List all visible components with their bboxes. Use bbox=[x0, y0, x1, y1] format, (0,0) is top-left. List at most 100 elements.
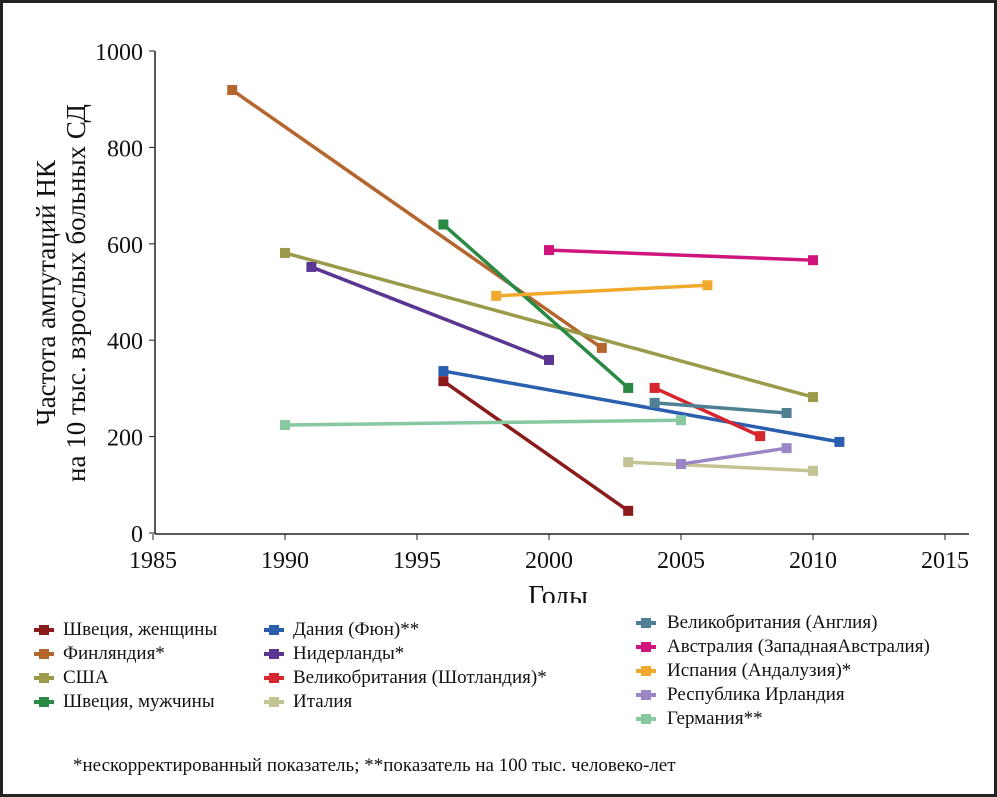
series-8 bbox=[649, 397, 792, 418]
y-tick-label: 600 bbox=[107, 233, 143, 259]
series-0 bbox=[438, 376, 634, 516]
data-point bbox=[781, 407, 792, 418]
series-line bbox=[654, 401, 787, 415]
legend-marker-icon bbox=[636, 618, 656, 628]
legend-item: Швеция, женщины bbox=[33, 618, 217, 642]
data-point bbox=[544, 245, 554, 256]
legend-marker-icon bbox=[636, 642, 656, 652]
x-tick-label: 1985 bbox=[129, 548, 177, 574]
legend-label: Швеция, мужчины bbox=[63, 691, 215, 712]
x-tick-label: 1990 bbox=[261, 548, 309, 574]
series-2 bbox=[280, 247, 818, 403]
legend-marker-icon bbox=[34, 673, 54, 683]
y-axis-label-line1: Частота ампутаций НК bbox=[31, 159, 61, 426]
data-point bbox=[280, 247, 290, 258]
data-point bbox=[227, 85, 238, 96]
y-tick-label: 1000 bbox=[95, 40, 143, 66]
legend-item: Германия** bbox=[633, 707, 930, 731]
series-4 bbox=[438, 366, 845, 447]
legend-label: Республика Ирландия bbox=[667, 684, 845, 705]
data-point bbox=[623, 505, 634, 516]
legend-marker-icon bbox=[264, 625, 284, 635]
series-line bbox=[653, 386, 761, 438]
legend-label: Великобритания (Шотландия)* bbox=[293, 667, 547, 688]
data-point bbox=[808, 392, 818, 403]
data-point bbox=[676, 459, 686, 470]
series-line bbox=[284, 418, 682, 427]
legend-item: Великобритания (Англия) bbox=[633, 611, 930, 635]
legend-label: Великобритания (Англия) bbox=[667, 612, 878, 633]
series-11 bbox=[676, 443, 792, 470]
footnote: *нескорректированный показатель; **показ… bbox=[73, 755, 676, 776]
legend-item: США bbox=[33, 666, 217, 690]
data-point bbox=[702, 280, 713, 291]
y-tick-label: 400 bbox=[107, 329, 143, 355]
x-tick-label: 2000 bbox=[525, 548, 573, 574]
data-point bbox=[676, 415, 686, 426]
data-point bbox=[438, 219, 449, 230]
legend-marker-icon bbox=[34, 697, 54, 707]
data-point bbox=[596, 342, 607, 353]
legend-item: Австралия (ЗападнаяАвстралия) bbox=[633, 635, 930, 659]
series-1 bbox=[227, 85, 607, 353]
legend-marker-icon bbox=[264, 673, 284, 683]
data-point bbox=[280, 420, 290, 431]
series-5 bbox=[306, 261, 554, 365]
legend-item: Дания (Фюн)** bbox=[263, 618, 547, 642]
data-point bbox=[623, 457, 634, 468]
axes: 1985 1990 1995 2000 2005 2010 2015 0 200 400 600 80… bbox=[95, 40, 969, 574]
data-point bbox=[808, 255, 818, 266]
data-point bbox=[491, 290, 502, 301]
series-line bbox=[284, 251, 814, 399]
y-tick-label: 200 bbox=[107, 426, 143, 452]
legend-item: Испания (Андалузия)* bbox=[633, 659, 930, 683]
legend-label: США bbox=[63, 667, 109, 688]
data-point bbox=[649, 382, 660, 393]
legend-item: Великобритания (Шотландия)* bbox=[263, 666, 547, 690]
legend-marker-icon bbox=[636, 666, 656, 676]
data-point bbox=[834, 436, 845, 447]
data-point bbox=[808, 465, 818, 476]
data-point bbox=[438, 366, 449, 377]
series-7 bbox=[623, 457, 818, 476]
series-line bbox=[548, 248, 814, 262]
legend-item: Швеция, мужчины bbox=[33, 690, 217, 714]
legend-label: Нидерланды* bbox=[293, 643, 405, 664]
data-point bbox=[649, 397, 660, 408]
y-tick-label: 0 bbox=[131, 522, 143, 548]
legend-marker-icon bbox=[636, 714, 656, 724]
legend-marker-icon bbox=[264, 649, 284, 659]
series-3 bbox=[438, 219, 634, 393]
series-line bbox=[680, 446, 787, 466]
x-tick-label: 2010 bbox=[789, 548, 837, 574]
legend-column: Великобритания (Англия) Австралия (Западн… bbox=[633, 611, 930, 731]
legend-column: Швеция, женщины Финляндия* США Швеция, мужч… bbox=[33, 618, 217, 714]
legend-marker-icon bbox=[636, 690, 656, 700]
series-6 bbox=[649, 382, 766, 442]
series-9 bbox=[544, 245, 818, 266]
legend-column: Дания (Фюн)** Нидерланды* Великобритания (… bbox=[263, 618, 547, 714]
x-tick-label: 1995 bbox=[393, 548, 441, 574]
series-line bbox=[443, 369, 840, 444]
series-line bbox=[496, 283, 708, 298]
series-marks bbox=[227, 85, 845, 516]
y-axis-label-line2: на 10 тыс. взрослых больных СД bbox=[61, 104, 91, 482]
line-chart: 1985 1990 1995 2000 2005 2010 2015 0 200 400 600 80… bbox=[31, 40, 969, 603]
series-10 bbox=[491, 280, 713, 301]
series-line bbox=[310, 265, 550, 362]
data-point bbox=[306, 261, 317, 272]
series-line bbox=[442, 223, 630, 390]
data-point bbox=[438, 376, 449, 387]
legend-label: Финляндия* bbox=[63, 643, 165, 664]
legend-marker-icon bbox=[34, 649, 54, 659]
series-line bbox=[442, 379, 630, 513]
x-tick-label: 2005 bbox=[657, 548, 705, 574]
legend-item: Республика Ирландия bbox=[633, 683, 930, 707]
legend-label: Испания (Андалузия)* bbox=[667, 660, 852, 681]
legend-item: Финляндия* bbox=[33, 642, 217, 666]
data-point bbox=[781, 443, 792, 454]
data-point bbox=[755, 431, 766, 442]
legend-marker-icon bbox=[34, 625, 54, 635]
legend-label: Австралия (ЗападнаяАвстралия) bbox=[667, 636, 930, 657]
